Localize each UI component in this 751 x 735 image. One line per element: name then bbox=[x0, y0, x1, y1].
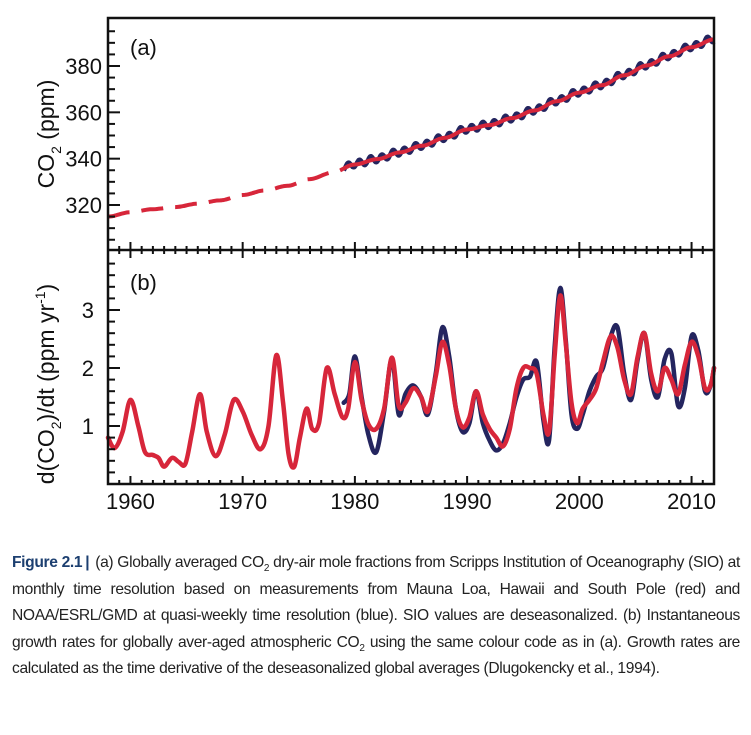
panel-a-co2-concentration: 320 340 360 380 (a) CO2 (ppm) bbox=[33, 30, 716, 241]
x-tick-label: 1970 bbox=[218, 489, 267, 514]
y-title-d-co: d(CO bbox=[33, 429, 59, 484]
panel-b-growth-rate: 123 1960 1970 1980 1990 2000 2010 (b) d(CO2)/… bbox=[32, 242, 717, 514]
series-sio-co2-dashed-line bbox=[107, 163, 351, 219]
y-tick-label: 340 bbox=[65, 147, 102, 172]
series-noaa-co2-line bbox=[341, 34, 716, 172]
caption-part-1: (a) Globally averaged CO bbox=[95, 554, 264, 571]
figure-number: Figure 2.1 bbox=[12, 554, 83, 571]
x-tick-label: 1960 bbox=[106, 489, 155, 514]
series-sio-growth-line bbox=[105, 293, 717, 470]
y-tick-label: 3 bbox=[82, 298, 94, 323]
panel-a-series bbox=[107, 34, 716, 219]
panel-b-label: (b) bbox=[130, 270, 157, 295]
y-title-superscript: -1 bbox=[32, 291, 48, 304]
y-title-subscript: 2 bbox=[48, 146, 64, 154]
x-axis-ticks: 1960 1970 1980 1990 2000 2010 bbox=[106, 242, 716, 514]
panel-b-series bbox=[105, 285, 717, 470]
x-tick-label: 2000 bbox=[555, 489, 604, 514]
panel-b-y-ticks: 1 2 3 bbox=[82, 262, 120, 474]
y-title-close-paren: ) bbox=[33, 284, 59, 292]
caption-separator: | bbox=[85, 554, 90, 571]
figure-caption: Figure 2.1 | (a) Globally averaged CO2 dry… bbox=[12, 550, 740, 683]
y-title-co: CO bbox=[33, 154, 59, 189]
series-sio-co2-solid-line bbox=[345, 37, 715, 169]
caption-subscript-2: 2 bbox=[359, 642, 365, 654]
panel-b-y-axis-title: d(CO2)/dt (ppm yr-1) bbox=[32, 284, 64, 484]
caption-subscript-1: 2 bbox=[263, 563, 270, 575]
x-tick-label: 1980 bbox=[330, 489, 379, 514]
panel-a-y-axis-title: CO2 (ppm) bbox=[33, 80, 64, 189]
y-tick-label: 320 bbox=[65, 193, 102, 218]
y-tick-label: 1 bbox=[82, 414, 94, 439]
panel-a-label: (a) bbox=[130, 35, 157, 60]
y-tick-label: 380 bbox=[65, 54, 102, 79]
series-noaa-growth-line bbox=[341, 285, 717, 456]
y-title-units: )/dt (ppm yr bbox=[33, 304, 59, 422]
y-tick-label: 360 bbox=[65, 100, 102, 125]
panel-a-y-ticks: 320 340 360 380 bbox=[65, 30, 120, 241]
y-title-units: (ppm) bbox=[33, 80, 59, 146]
caption-part-2: dry-air mole fractions from Scripps Inst… bbox=[12, 554, 740, 651]
x-tick-label: 2010 bbox=[667, 489, 716, 514]
caption-part-3: using the same colour code as in (a). Gr… bbox=[12, 633, 741, 678]
y-title-subscript: 2 bbox=[48, 421, 64, 429]
y-tick-label: 2 bbox=[82, 356, 94, 381]
x-tick-label: 1990 bbox=[443, 489, 492, 514]
